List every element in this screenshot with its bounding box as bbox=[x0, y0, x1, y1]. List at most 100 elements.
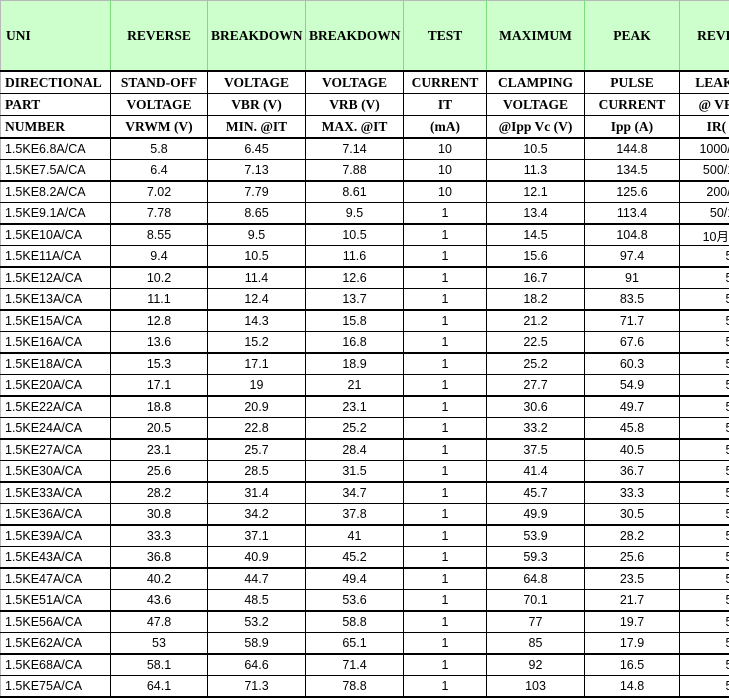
data-cell[interactable]: 1 bbox=[404, 633, 487, 655]
data-cell[interactable]: 8.55 bbox=[111, 224, 208, 246]
data-cell[interactable]: 18.2 bbox=[487, 289, 585, 311]
data-cell[interactable]: 7.88 bbox=[306, 160, 404, 182]
data-cell[interactable]: 45.8 bbox=[585, 418, 680, 440]
data-cell[interactable]: 31.5 bbox=[306, 461, 404, 483]
data-cell[interactable]: 5 bbox=[680, 310, 729, 332]
data-cell[interactable]: 15.3 bbox=[111, 353, 208, 375]
data-cell[interactable]: 5 bbox=[680, 547, 729, 569]
data-cell[interactable]: 43.6 bbox=[111, 590, 208, 612]
data-cell[interactable]: 14.5 bbox=[487, 224, 585, 246]
data-cell[interactable]: 58.1 bbox=[111, 654, 208, 676]
data-cell[interactable]: 5 bbox=[680, 353, 729, 375]
data-cell[interactable]: 10 bbox=[404, 138, 487, 160]
data-cell[interactable]: 1 bbox=[404, 525, 487, 547]
data-cell[interactable]: 12.6 bbox=[306, 267, 404, 289]
data-cell[interactable]: 36.8 bbox=[111, 547, 208, 569]
data-cell[interactable]: 103 bbox=[487, 676, 585, 698]
data-cell[interactable]: 1 bbox=[404, 246, 487, 268]
data-cell[interactable]: 49.9 bbox=[487, 504, 585, 526]
data-cell[interactable]: 5 bbox=[680, 590, 729, 612]
data-cell[interactable]: 18.9 bbox=[306, 353, 404, 375]
data-cell[interactable]: 15.8 bbox=[306, 310, 404, 332]
data-cell[interactable]: 12.8 bbox=[111, 310, 208, 332]
data-cell[interactable]: 71.3 bbox=[208, 676, 306, 698]
data-cell[interactable]: 1 bbox=[404, 482, 487, 504]
data-cell[interactable]: 5 bbox=[680, 375, 729, 397]
part-number-cell[interactable]: 1.5KE12A/CA bbox=[1, 267, 111, 289]
data-cell[interactable]: 10 bbox=[404, 160, 487, 182]
data-cell[interactable]: 71.7 bbox=[585, 310, 680, 332]
data-cell[interactable]: 113.4 bbox=[585, 203, 680, 225]
data-cell[interactable]: 78.8 bbox=[306, 676, 404, 698]
data-cell[interactable]: 15.2 bbox=[208, 332, 306, 354]
data-cell[interactable]: 1 bbox=[404, 375, 487, 397]
part-number-cell[interactable]: 1.5KE75A/CA bbox=[1, 676, 111, 698]
data-cell[interactable]: 92 bbox=[487, 654, 585, 676]
data-cell[interactable]: 70.1 bbox=[487, 590, 585, 612]
data-cell[interactable]: 22.5 bbox=[487, 332, 585, 354]
data-cell[interactable]: 30.5 bbox=[585, 504, 680, 526]
data-cell[interactable]: 200/400 bbox=[680, 181, 729, 203]
data-cell[interactable]: 1 bbox=[404, 676, 487, 698]
data-cell[interactable]: 5 bbox=[680, 633, 729, 655]
data-cell[interactable]: 44.7 bbox=[208, 568, 306, 590]
part-number-cell[interactable]: 1.5KE51A/CA bbox=[1, 590, 111, 612]
data-cell[interactable]: 31.4 bbox=[208, 482, 306, 504]
data-cell[interactable]: 9.5 bbox=[306, 203, 404, 225]
data-cell[interactable]: 58.9 bbox=[208, 633, 306, 655]
data-cell[interactable]: 71.4 bbox=[306, 654, 404, 676]
data-cell[interactable]: 10.5 bbox=[487, 138, 585, 160]
data-cell[interactable]: 30.8 bbox=[111, 504, 208, 526]
data-cell[interactable]: 5 bbox=[680, 332, 729, 354]
data-cell[interactable]: 15.6 bbox=[487, 246, 585, 268]
data-cell[interactable]: 64.1 bbox=[111, 676, 208, 698]
data-cell[interactable]: 33.3 bbox=[585, 482, 680, 504]
data-cell[interactable]: 5 bbox=[680, 676, 729, 698]
data-cell[interactable]: 9.4 bbox=[111, 246, 208, 268]
data-cell[interactable]: 1 bbox=[404, 439, 487, 461]
data-cell[interactable]: 23.1 bbox=[306, 396, 404, 418]
part-number-cell[interactable]: 1.5KE10A/CA bbox=[1, 224, 111, 246]
data-cell[interactable]: 53 bbox=[111, 633, 208, 655]
data-cell[interactable]: 7.14 bbox=[306, 138, 404, 160]
data-cell[interactable]: 134.5 bbox=[585, 160, 680, 182]
data-cell[interactable]: 1 bbox=[404, 267, 487, 289]
data-cell[interactable]: 64.8 bbox=[487, 568, 585, 590]
data-cell[interactable]: 40.2 bbox=[111, 568, 208, 590]
part-number-cell[interactable]: 1.5KE9.1A/CA bbox=[1, 203, 111, 225]
data-cell[interactable]: 25.7 bbox=[208, 439, 306, 461]
data-cell[interactable]: 5 bbox=[680, 504, 729, 526]
data-cell[interactable]: 5 bbox=[680, 267, 729, 289]
data-cell[interactable]: 1 bbox=[404, 353, 487, 375]
part-number-cell[interactable]: 1.5KE30A/CA bbox=[1, 461, 111, 483]
part-number-cell[interactable]: 1.5KE22A/CA bbox=[1, 396, 111, 418]
data-cell[interactable]: 97.4 bbox=[585, 246, 680, 268]
part-number-cell[interactable]: 1.5KE16A/CA bbox=[1, 332, 111, 354]
data-cell[interactable]: 125.6 bbox=[585, 181, 680, 203]
data-cell[interactable]: 49.7 bbox=[585, 396, 680, 418]
data-cell[interactable]: 1 bbox=[404, 310, 487, 332]
data-cell[interactable]: 144.8 bbox=[585, 138, 680, 160]
data-cell[interactable]: 12.4 bbox=[208, 289, 306, 311]
table-row[interactable]: 1.5KE8.2A/CA7.027.798.611012.1125.6200/4… bbox=[1, 181, 729, 203]
data-cell[interactable]: 45.2 bbox=[306, 547, 404, 569]
data-cell[interactable]: 77 bbox=[487, 611, 585, 633]
data-cell[interactable]: 17.1 bbox=[111, 375, 208, 397]
data-cell[interactable]: 67.6 bbox=[585, 332, 680, 354]
data-cell[interactable]: 10月20日 bbox=[680, 224, 729, 246]
data-cell[interactable]: 21.2 bbox=[487, 310, 585, 332]
data-cell[interactable]: 1 bbox=[404, 611, 487, 633]
data-cell[interactable]: 91 bbox=[585, 267, 680, 289]
data-cell[interactable]: 5 bbox=[680, 654, 729, 676]
data-cell[interactable]: 28.2 bbox=[585, 525, 680, 547]
